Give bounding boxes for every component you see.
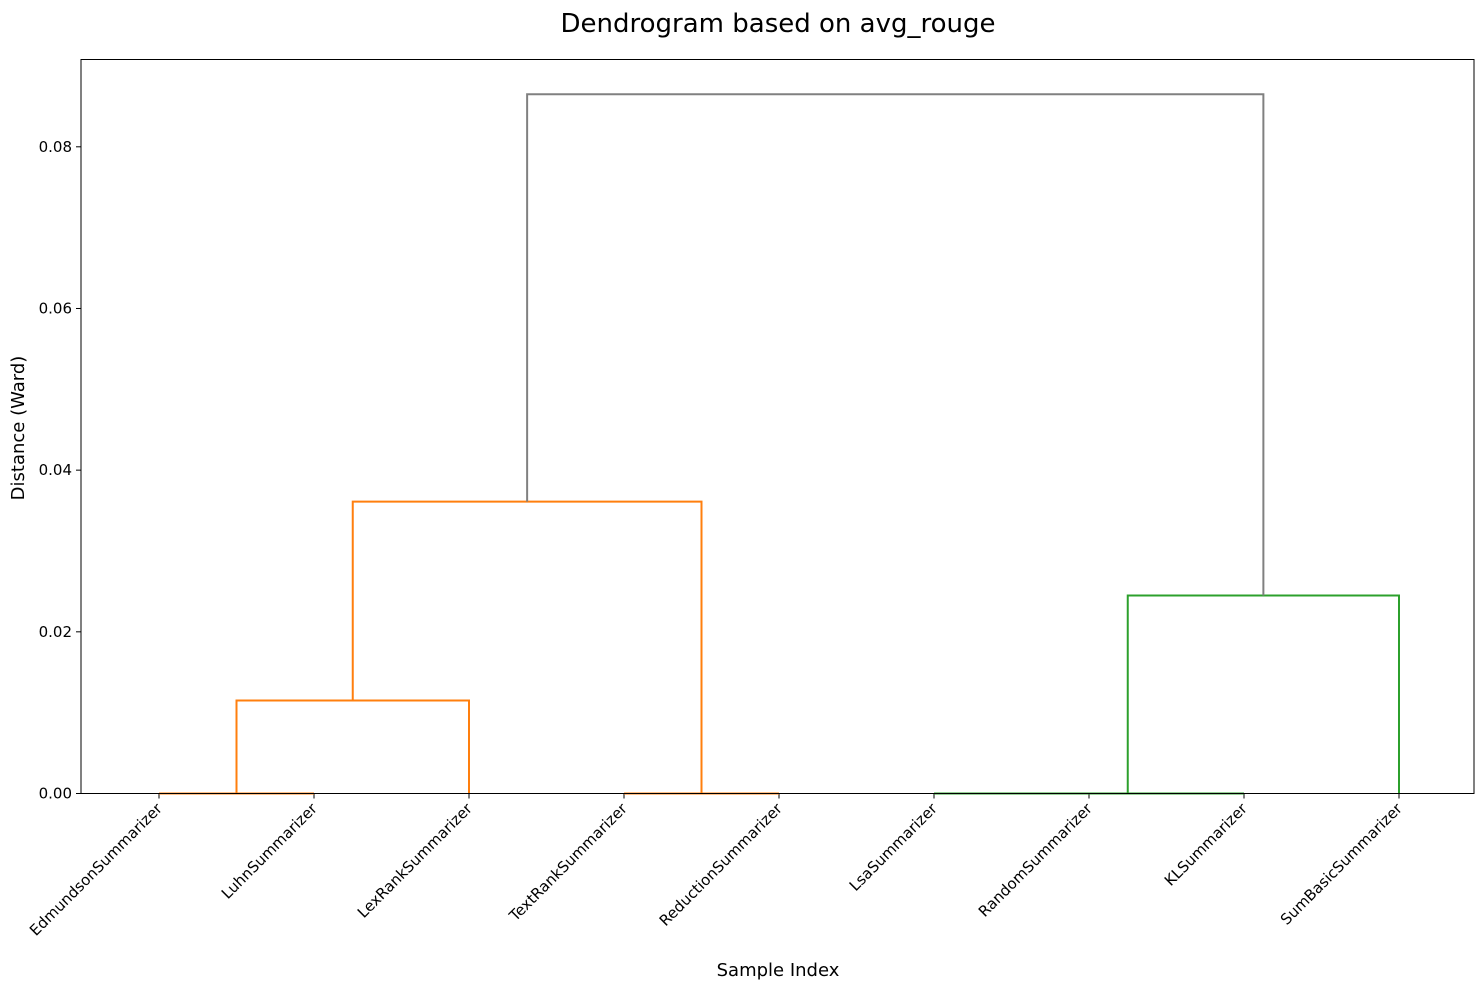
x-tick-label: RandomSummarizer: [975, 799, 1097, 921]
x-tick-label: LuhnSummarizer: [218, 799, 322, 903]
x-tick-label: ReductionSummarizer: [656, 799, 787, 930]
dendrogram-link-4: [235, 699, 470, 794]
x-tick-label: LexRankSummarizer: [354, 799, 477, 922]
x-tick-label: TextRankSummarizer: [505, 799, 631, 925]
dendrogram-links: [159, 93, 1400, 795]
y-tick-label: 0.00: [39, 785, 72, 803]
x-tick-label: EdmundsonSummarizer: [26, 799, 166, 939]
y-axis-label: Distance (Ward): [8, 356, 29, 501]
y-axis: 0.00 0.02 0.04 0.06 0.08: [39, 138, 81, 803]
plot-frame: [80, 59, 1475, 794]
x-tick-label: KLSummarizer: [1161, 799, 1252, 890]
x-axis: EdmundsonSummarizer LuhnSummarizer LexRank…: [26, 793, 1407, 939]
y-tick-label: 0.02: [39, 623, 72, 641]
y-tick-label: 0.04: [39, 461, 72, 479]
dendrogram-link-7: [526, 93, 1265, 596]
dendrogram-link-6: [351, 500, 703, 794]
x-tick-label: LsaSummarizer: [846, 799, 942, 895]
x-axis-label: Sample Index: [717, 960, 840, 981]
y-tick-label: 0.08: [39, 138, 72, 156]
chart-title: Dendrogram based on avg_rouge: [561, 9, 996, 39]
dendrogram-link-5: [1126, 594, 1400, 794]
x-tick-label: SumBasicSummarizer: [1277, 799, 1407, 929]
y-tick-label: 0.06: [39, 299, 72, 317]
